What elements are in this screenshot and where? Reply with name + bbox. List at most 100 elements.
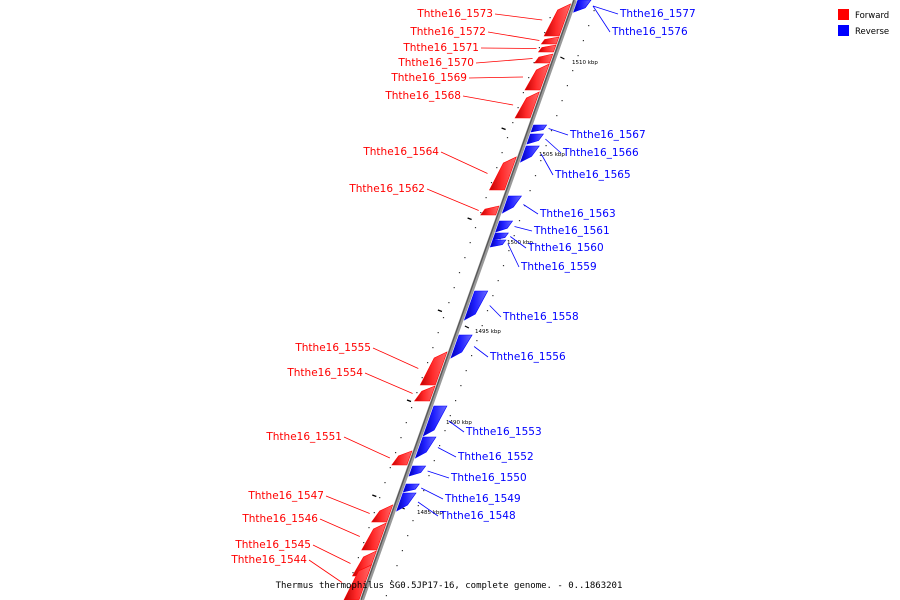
gene-feature-ththe16-1549[interactable]	[402, 483, 420, 493]
gene-label[interactable]: Ththe16_1556	[489, 351, 566, 363]
gene-label[interactable]: Ththe16_1577	[619, 8, 696, 20]
gene-feature-ththe16-1572[interactable]	[540, 36, 560, 45]
gene-feature-ththe16-1571[interactable]	[537, 44, 557, 53]
minor-tick	[485, 197, 487, 199]
gene-feature-ththe16-1558[interactable]	[463, 290, 489, 321]
gene-feature-ththe16-1569[interactable]	[524, 63, 550, 91]
gene-feature-ththe16-1561[interactable]	[495, 220, 514, 233]
gene-leader-line	[364, 372, 413, 394]
gene-label[interactable]: Ththe16_1569	[390, 72, 467, 84]
gene-label[interactable]: Ththe16_1553	[465, 426, 542, 438]
gene-leader-line	[480, 47, 537, 49]
gene-label[interactable]: Ththe16_1567	[569, 129, 646, 141]
gene-feature-ththe16-1563[interactable]	[501, 195, 522, 214]
gene-feature-ththe16-1560[interactable]	[492, 232, 509, 241]
legend-swatch-forward	[838, 9, 849, 20]
gene-leader-line	[427, 470, 450, 479]
gene-label[interactable]: Ththe16_1561	[533, 225, 610, 237]
gene-label[interactable]: Ththe16_1560	[527, 242, 604, 254]
gene-leader-line	[343, 436, 391, 459]
minor-tick	[439, 445, 441, 447]
gene-label[interactable]: Ththe16_1564	[362, 146, 439, 158]
gene-label[interactable]: Ththe16_1547	[247, 490, 324, 502]
gene-feature-ththe16-1554[interactable]	[414, 385, 436, 402]
gene-label[interactable]: Ththe16_1554	[286, 367, 363, 379]
gene-feature-ththe16-1565[interactable]	[519, 145, 540, 163]
gene-feature-ththe16-1576[interactable]	[573, 0, 592, 13]
gene-feature-ththe16-1551[interactable]	[391, 450, 413, 466]
tick-label: 1485 kbp	[417, 510, 443, 516]
gene-feature-ththe16-1564[interactable]	[489, 156, 517, 191]
gene-feature-ththe16-1556[interactable]	[450, 334, 473, 359]
gene-label[interactable]: Ththe16_1548	[439, 510, 516, 522]
gene-feature-ththe16-1562[interactable]	[480, 205, 500, 216]
gene-feature-ththe16-1568[interactable]	[514, 91, 540, 119]
gene-feature-ththe16-1553[interactable]	[422, 405, 448, 437]
minor-tick	[492, 295, 494, 297]
minor-tick	[512, 122, 514, 124]
gene-label[interactable]: Ththe16_1562	[348, 183, 425, 195]
gene-leader-line	[440, 151, 488, 174]
gene-leader-line	[468, 76, 524, 79]
gene-label[interactable]: Ththe16_1551	[265, 431, 342, 443]
gene-label[interactable]: Ththe16_1546	[241, 513, 318, 525]
gene-feature-ththe16-1550[interactable]	[408, 465, 427, 477]
gene-label[interactable]: Ththe16_1572	[409, 26, 486, 38]
gene-label[interactable]: Ththe16_1559	[520, 261, 597, 273]
minor-tick	[428, 475, 430, 477]
minor-tick	[363, 542, 365, 544]
major-tick	[464, 325, 470, 329]
gene-label[interactable]: Ththe16_1563	[539, 208, 616, 220]
gene-label[interactable]: Ththe16_1550	[450, 472, 527, 484]
minor-tick	[421, 377, 423, 379]
minor-tick	[582, 40, 584, 42]
gene-label[interactable]: Ththe16_1549	[444, 493, 521, 505]
gene-feature-ththe16-1567[interactable]	[530, 124, 548, 133]
minor-tick	[400, 437, 402, 439]
gene-label[interactable]: Ththe16_1544	[230, 554, 307, 566]
tick-label: 1495 kbp	[475, 329, 501, 335]
gene-feature-ththe16-1566[interactable]	[526, 133, 544, 145]
gene-leader-line	[510, 236, 527, 249]
minor-tick	[517, 107, 519, 109]
gene-leader-line	[545, 138, 562, 154]
minor-tick	[391, 580, 393, 582]
minor-tick	[476, 340, 478, 342]
major-tick	[406, 399, 412, 403]
gene-feature-ththe16-1573[interactable]	[543, 3, 572, 37]
gene-label[interactable]: Ththe16_1576	[611, 26, 688, 38]
gene-feature-ththe16-1555[interactable]	[419, 351, 448, 386]
minor-tick	[385, 595, 387, 597]
gene-label[interactable]: Ththe16_1552	[457, 451, 534, 463]
minor-tick	[368, 527, 370, 529]
gene-label[interactable]: Ththe16_1565	[554, 169, 631, 181]
gene-label[interactable]: Ththe16_1545	[234, 539, 311, 551]
gene-feature-ththe16-1548[interactable]	[396, 492, 417, 512]
gene-label[interactable]: Ththe16_1558	[502, 311, 579, 323]
gene-feature-ththe16-1552[interactable]	[414, 436, 437, 459]
minor-tick	[437, 332, 439, 334]
gene-label[interactable]: Ththe16_1566	[562, 147, 639, 159]
minor-tick	[401, 550, 403, 552]
gene-feature-ththe16-1547[interactable]	[371, 504, 394, 523]
gene-label[interactable]: Ththe16_1571	[402, 42, 479, 54]
gene-feature-ththe16-1559[interactable]	[489, 239, 507, 248]
minor-tick	[550, 130, 553, 132]
gene-label[interactable]: Ththe16_1570	[397, 57, 474, 69]
gene-feature-ththe16-1544[interactable]	[343, 564, 372, 600]
minor-tick	[460, 385, 462, 387]
gene-features	[343, 0, 592, 600]
minor-tick	[561, 100, 563, 102]
gene-feature-ththe16-1546[interactable]	[361, 522, 387, 551]
minor-tick	[352, 572, 354, 574]
gene-label[interactable]: Ththe16_1555	[294, 342, 371, 354]
gene-feature-ththe16-1570[interactable]	[534, 53, 554, 64]
tick-label: 1510 kbp	[572, 60, 598, 66]
gene-leader-line	[319, 518, 360, 537]
minor-tick	[412, 520, 414, 522]
minor-tick	[533, 62, 535, 64]
gene-label[interactable]: Ththe16_1573	[416, 8, 493, 20]
gene-label[interactable]: Ththe16_1568	[384, 90, 461, 102]
minor-tick	[572, 70, 574, 72]
